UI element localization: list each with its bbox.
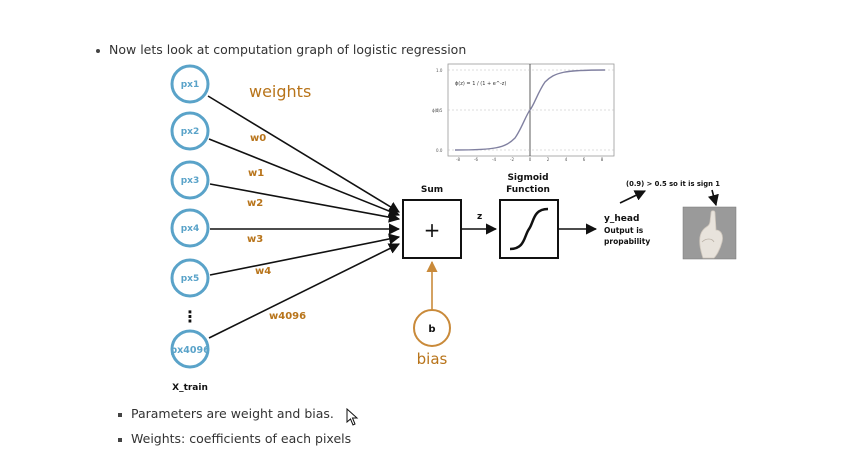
edge-px5 [209,233,401,276]
input-label-px3: px3 [181,176,200,186]
plot-xticks: -8 -6 -4 -2 0 2 4 6 8 [456,157,604,162]
sigmoid-formula: ϕ(z) = 1 / (1 + e^-z) [455,81,506,87]
bullet-dot [96,48,100,53]
edge-px3 [209,183,401,223]
yhead-line2: Output is [604,226,644,235]
plot-xtick-label: -8 [456,157,460,162]
input-node-px5 [170,258,210,298]
plot-xtick-label: 4 [565,157,568,162]
input-label-px5: px5 [181,274,200,284]
sum-label: Sum [421,185,443,195]
sigmoid-curve [454,69,606,151]
z-label: z [477,212,482,222]
note-weights: Weights: coefficients of each pixels [118,431,351,446]
plot-xtick-label: -4 [492,157,496,162]
input-ellipsis: ⋮ [182,307,198,326]
threshold-arrow-2 [707,189,719,207]
sigmoid-label-line2: Function [506,185,550,195]
bias-node-label: b [428,324,435,335]
weight-w4096: w4096 [269,311,306,322]
weight-w3: w3 [247,234,263,245]
weight-edges [207,95,401,339]
plot-xtick-label: 2 [547,157,550,162]
weight-labels: weights w0 w1 w2 w3 w4 w4096 [247,82,311,322]
edge-px1 [207,95,400,213]
bullet-square [118,437,122,442]
input-node-px2 [170,111,210,151]
plot-xtick-label: -2 [510,157,514,162]
mouse-pointer-icon [346,408,359,426]
note-parameters: Parameters are weight and bias. [118,406,334,421]
sigmoid-glyph-icon [509,207,549,251]
sigmoid-label-line1: Sigmoid [507,173,548,183]
input-node-px3 [170,160,210,200]
input-label-px4096: px4096 [170,345,210,356]
input-label-px1: px1 [181,80,200,90]
yhead-line1: y_head [604,214,639,224]
plot-ytick-mid: 0.5 [436,108,443,113]
plot-xtick-label: 0 [529,157,532,162]
weight-w2: w2 [247,198,263,209]
input-node-px1 [170,64,210,104]
sign-hand-image [682,206,737,260]
input-node-px4 [170,208,210,248]
input-label-px4: px4 [181,224,200,234]
threshold-arrow [619,190,647,204]
note-weights-text: Weights: coefficients of each pixels [131,431,352,446]
plot-xtick-label: 6 [583,157,586,162]
note-parameters-text: Parameters are weight and bias. [131,406,334,421]
yhead-line3: propability [604,237,650,246]
weight-w0: w0 [250,133,266,144]
weight-w1: w1 [248,168,264,179]
input-node-px4096 [170,329,210,369]
intro-bullet: Now lets look at computation graph of lo… [96,42,466,57]
bullet-square [118,412,122,417]
threshold-text: (0.9) > 0.5 so it is sign 1 [626,180,720,188]
plot-ytick-top: 1.0 [436,68,443,73]
sum-symbol: + [424,218,441,242]
sigmoid-plot: ϕ(z) = 1 / (1 + e^-z) ϕ(z) 1.0 0.5 0.0 -… [432,63,615,162]
weights-title: weights [249,82,311,101]
plot-ylabel: ϕ(z) [432,108,440,113]
sum-box [402,199,462,259]
edge-px4096 [208,243,401,339]
plot-ytick-bottom: 0.0 [436,148,443,153]
input-label-px2: px2 [181,127,200,137]
plot-xtick-label: 8 [601,157,604,162]
input-nodes: px1 px2 px3 px4 px5 px4096 ⋮ [170,64,210,369]
x-train-label: X_train [172,383,208,393]
edge-px2 [208,138,401,217]
bias-label: bias [417,350,448,368]
intro-text: Now lets look at computation graph of lo… [109,42,467,57]
weight-w4: w4 [255,266,271,277]
plot-xtick-label: -6 [474,157,478,162]
